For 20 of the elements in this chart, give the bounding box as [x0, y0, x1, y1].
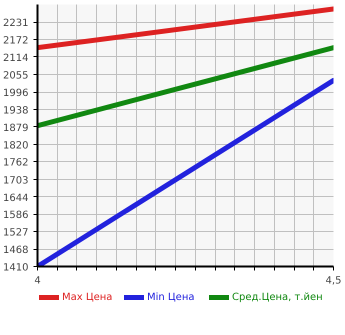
y-tick-label: 1938: [3, 105, 29, 116]
y-tick-label: 1527: [3, 228, 29, 239]
y-tick-label: 2172: [3, 36, 29, 47]
y-tick-label: 2055: [3, 70, 29, 82]
y-tick-label: 1586: [3, 210, 29, 222]
y-tick-label: 1879: [3, 122, 29, 134]
y-tick-label: 1468: [3, 245, 29, 256]
legend-label: Max Цена: [62, 291, 112, 303]
y-tick-label: 1644: [3, 192, 29, 204]
y-tick-label: 1996: [3, 88, 29, 100]
y-tick-label: 2114: [3, 52, 29, 64]
legend-label: Min Цена: [147, 291, 195, 303]
y-tick-label: 2231: [3, 18, 29, 30]
x-tick-label: 4: [34, 276, 41, 286]
x-tick-label: 4,5: [326, 276, 342, 286]
legend-label: Сред.Цена, т.йен: [232, 291, 323, 303]
y-tick-label: 1762: [3, 158, 29, 169]
y-tick-label: 1820: [3, 140, 29, 152]
y-tick-label: 1410: [3, 262, 29, 274]
y-tick-label: 1703: [3, 175, 29, 186]
